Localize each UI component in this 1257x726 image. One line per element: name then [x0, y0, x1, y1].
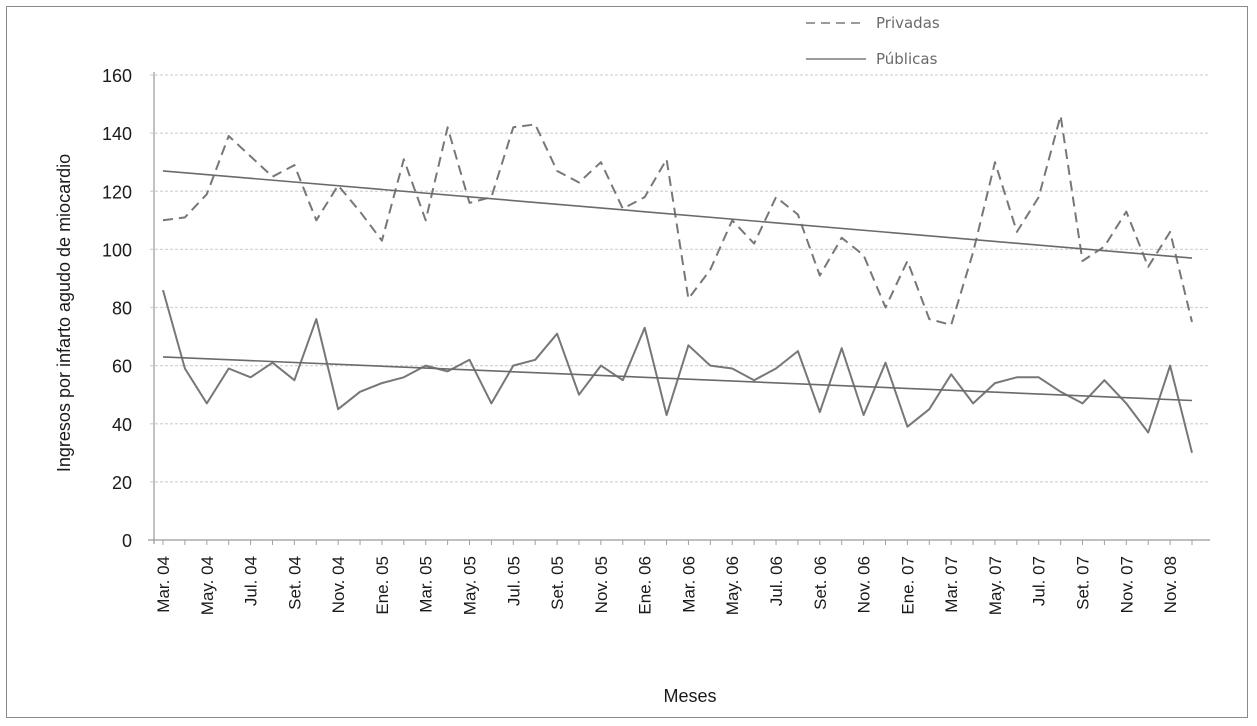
x-tick-label-1: May. 04 [198, 556, 217, 615]
x-tick-label-7: May. 05 [461, 556, 480, 615]
axes [148, 72, 1210, 545]
y-tick-label-20: 20 [112, 473, 132, 493]
x-tick-label-23: Nov. 08 [1161, 556, 1180, 613]
chart-frame [6, 6, 1248, 718]
legend: Privadas Públicas [806, 14, 940, 68]
x-tick-label-11: Ene. 06 [636, 556, 655, 615]
x-tick-label-20: Jul. 07 [1030, 556, 1049, 606]
x-tick-label-18: Mar. 07 [942, 556, 961, 613]
trend-line-0 [162, 170, 1193, 259]
x-tick-label-4: Nov. 04 [329, 556, 348, 613]
gridlines [150, 74, 1208, 483]
y-tick-label-120: 120 [102, 182, 132, 202]
x-tick-labels: Mar. 04 May. 04 Jul. 04 Set. 04 Nov. 04 Ene. … [154, 556, 1180, 615]
series-lines [162, 114, 1193, 454]
series-line-1 [162, 289, 1193, 454]
x-tick-label-8: Jul. 05 [504, 556, 523, 606]
x-tick-label-3: Set. 04 [285, 556, 304, 610]
y-axis-label: Ingresos por infarto agudo de miocardio [54, 154, 74, 472]
legend-publicas-label: Públicas [876, 50, 938, 68]
x-tick-label-9: Set. 05 [548, 556, 567, 610]
x-tick-label-17: Ene. 07 [898, 556, 917, 615]
x-tick-label-14: Jul. 06 [767, 556, 786, 606]
x-tick-label-12: Mar. 06 [679, 556, 698, 613]
legend-privadas-label: Privadas [876, 14, 940, 32]
x-tick-label-10: Nov. 05 [592, 556, 611, 613]
x-tick-label-22: Nov. 07 [1117, 556, 1136, 613]
x-tick-label-5: Ene. 05 [373, 556, 392, 615]
y-tick-label-40: 40 [112, 415, 132, 435]
x-tick-label-2: Jul. 04 [242, 556, 261, 606]
trend-line-1 [162, 356, 1193, 402]
x-tick-label-16: Nov. 06 [855, 556, 874, 613]
y-tick-label-80: 80 [112, 299, 132, 319]
y-tick-labels: 0 20 40 60 80 100 120 140 160 [102, 66, 132, 551]
x-tick-label-19: May. 07 [986, 556, 1005, 615]
x-tick-label-0: Mar. 04 [154, 556, 173, 613]
y-tick-label-0: 0 [122, 531, 132, 551]
x-tick-label-15: Set. 06 [811, 556, 830, 610]
x-tick-label-13: May. 06 [723, 556, 742, 615]
y-tick-label-60: 60 [112, 357, 132, 377]
y-tick-label-140: 140 [102, 124, 132, 144]
x-tick-label-21: Set. 07 [1074, 556, 1093, 610]
series-line-0 [162, 114, 1193, 326]
x-tick-label-6: Mar. 05 [417, 556, 436, 613]
y-tick-label-160: 160 [102, 66, 132, 86]
y-tick-label-100: 100 [102, 240, 132, 260]
x-axis-label: Meses [663, 686, 716, 706]
